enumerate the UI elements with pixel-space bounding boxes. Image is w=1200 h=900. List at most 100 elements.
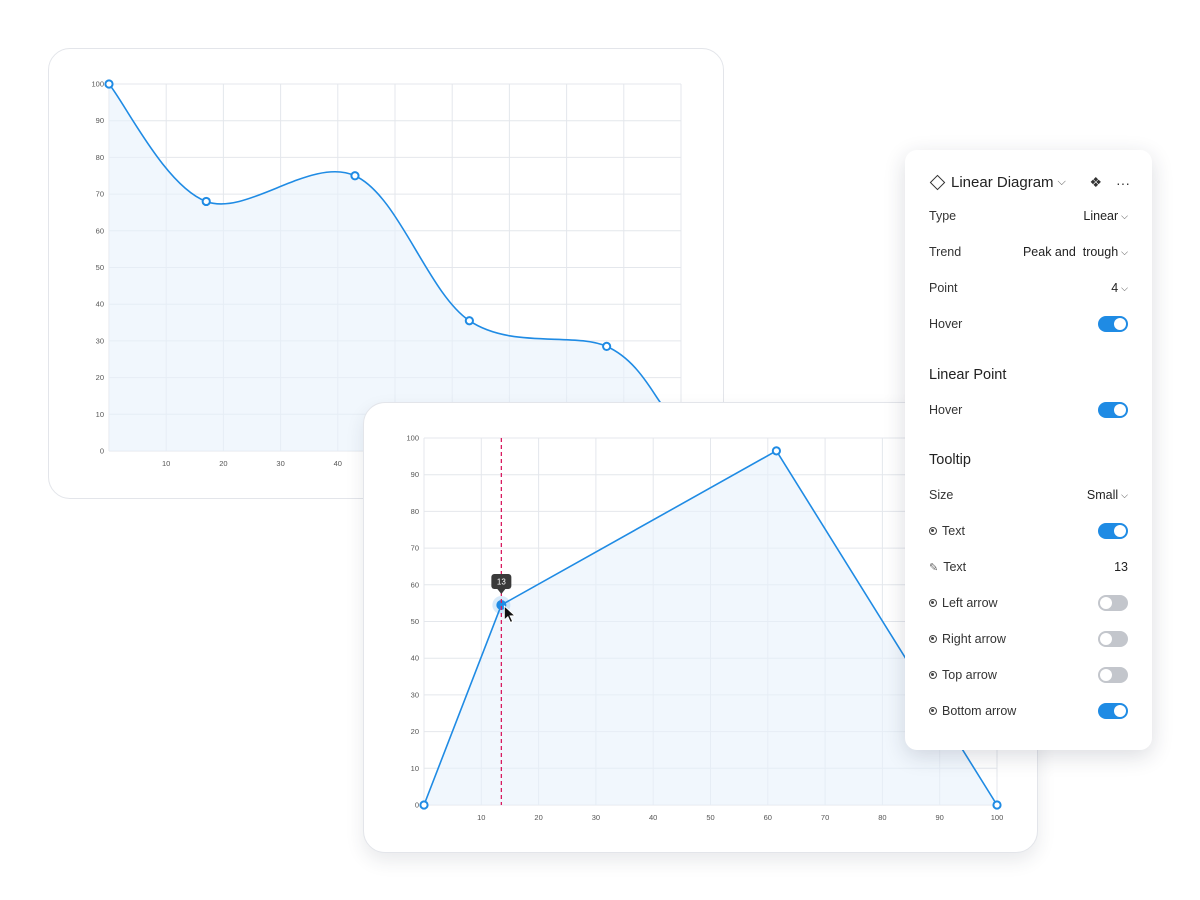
y-tick-label: 60 xyxy=(411,580,419,589)
data-point[interactable] xyxy=(350,171,360,181)
mouse-cursor-icon xyxy=(503,604,516,623)
text-value-input[interactable]: 13 xyxy=(1114,560,1128,574)
data-point[interactable] xyxy=(419,800,429,810)
y-tick-label: 20 xyxy=(96,373,104,382)
tooltip-heading: Tooltip xyxy=(929,452,971,468)
top-arrow-label: Top arrow xyxy=(942,668,997,682)
properties-panel: Linear Diagram ⌵ ❖ ··· Type Linear ⌵ Tren… xyxy=(905,150,1152,750)
data-point[interactable] xyxy=(201,196,211,207)
y-tick-label: 30 xyxy=(96,336,104,345)
y-tick-label: 60 xyxy=(96,226,104,235)
x-tick-label: 30 xyxy=(276,459,284,468)
trend-select[interactable]: Peak and trough ⌵ xyxy=(1023,245,1128,259)
y-tick-label: 100 xyxy=(91,80,104,89)
y-tick-label: 90 xyxy=(411,470,419,479)
tooltip-text: 13 xyxy=(497,577,506,586)
y-tick-label: 50 xyxy=(411,617,419,626)
x-tick-label: 10 xyxy=(162,459,170,468)
bottom-arrow-toggle[interactable] xyxy=(1098,703,1128,719)
area-fill xyxy=(109,84,663,451)
trend-row: Trend Peak and trough ⌵ xyxy=(929,241,1128,263)
x-tick-label: 50 xyxy=(706,813,714,822)
data-point-hovered[interactable] xyxy=(496,599,507,610)
data-point[interactable] xyxy=(104,79,114,89)
y-tick-label: 50 xyxy=(96,263,104,272)
y-tick-label: 10 xyxy=(411,764,419,773)
y-tick-label: 30 xyxy=(411,690,419,699)
diamond-icon xyxy=(929,174,946,191)
radio-icon xyxy=(929,707,937,715)
hover-toggle[interactable] xyxy=(1098,316,1128,332)
point-select[interactable]: 4 ⌵ xyxy=(1111,281,1128,295)
left-arrow-row: Left arrow xyxy=(929,592,1128,614)
radio-icon xyxy=(929,527,937,535)
type-select[interactable]: Linear ⌵ xyxy=(1083,209,1128,223)
radio-icon xyxy=(929,671,937,679)
y-tick-label: 40 xyxy=(96,300,104,309)
data-point[interactable] xyxy=(464,316,474,326)
top-arrow-toggle[interactable] xyxy=(1098,667,1128,683)
right-arrow-toggle[interactable] xyxy=(1098,631,1128,647)
data-point[interactable] xyxy=(992,800,1002,810)
toggle-knob xyxy=(1100,597,1112,609)
radio-icon xyxy=(929,599,937,607)
y-tick-label: 90 xyxy=(96,116,104,125)
top-arrow-row: Top arrow xyxy=(929,664,1128,686)
size-row: Size Small ⌵ xyxy=(929,484,1128,506)
x-tick-label: 80 xyxy=(878,813,886,822)
y-tick-label: 70 xyxy=(96,190,104,199)
text-toggle[interactable] xyxy=(1098,523,1128,539)
hover-row: Hover xyxy=(929,313,1128,335)
chevron-down-icon: ⌵ xyxy=(1121,489,1128,500)
y-tick-label: 70 xyxy=(411,544,419,553)
radio-icon xyxy=(929,635,937,643)
panel-title: Linear Diagram xyxy=(951,174,1054,191)
chevron-down-icon: ⌵ xyxy=(1121,246,1128,257)
left-arrow-toggle[interactable] xyxy=(1098,595,1128,611)
component-icon[interactable]: ❖ xyxy=(1089,174,1102,190)
y-tick-label: 0 xyxy=(415,801,419,810)
y-tick-label: 40 xyxy=(411,654,419,663)
toggle-knob xyxy=(1114,525,1126,537)
data-point[interactable] xyxy=(602,341,612,352)
chevron-down-icon: ⌵ xyxy=(1121,282,1128,293)
size-value: Small xyxy=(1086,488,1119,502)
x-tick-label: 100 xyxy=(991,813,1004,822)
x-tick-label: 60 xyxy=(764,813,772,822)
x-tick-label: 20 xyxy=(219,459,227,468)
bottom-arrow-label: Bottom arrow xyxy=(942,704,1017,718)
x-tick-label: 40 xyxy=(334,459,342,468)
y-tick-label: 80 xyxy=(96,153,104,162)
linear-point-heading: Linear Point xyxy=(929,367,1007,383)
type-row: Type Linear ⌵ xyxy=(929,205,1128,227)
left-arrow-label: Left arrow xyxy=(942,596,998,610)
right-arrow-row: Right arrow xyxy=(929,628,1128,650)
x-tick-label: 70 xyxy=(821,813,829,822)
x-tick-label: 40 xyxy=(649,813,657,822)
tooltip-box xyxy=(491,573,512,589)
toggle-knob xyxy=(1114,705,1126,717)
y-tick-label: 100 xyxy=(406,434,419,443)
point-row: Point 4 ⌵ xyxy=(929,277,1128,299)
toggle-knob xyxy=(1114,404,1126,416)
size-select[interactable]: Small ⌵ xyxy=(1087,488,1128,502)
toggle-knob xyxy=(1100,669,1112,681)
linear-point-hover-label: Hover xyxy=(929,403,963,417)
text-toggle-label: Text xyxy=(942,524,965,538)
linear-point-hover-toggle[interactable] xyxy=(1098,402,1128,418)
more-icon[interactable]: ··· xyxy=(1116,174,1130,191)
panel-title-dropdown[interactable]: Linear Diagram ⌵ xyxy=(929,174,1066,191)
size-label: Size xyxy=(929,488,954,502)
right-arrow-label: Right arrow xyxy=(942,632,1006,646)
x-tick-label: 90 xyxy=(936,813,944,822)
type-label: Type xyxy=(929,209,957,223)
bottom-arrow-row: Bottom arrow xyxy=(929,700,1128,722)
text-value-row: ✎ Text 13 xyxy=(929,556,1128,578)
y-tick-label: 20 xyxy=(411,727,419,736)
chevron-down-icon: ⌵ xyxy=(1057,176,1066,188)
data-point[interactable] xyxy=(771,446,781,456)
tooltip-bottom-arrow xyxy=(497,588,506,594)
type-value: Linear xyxy=(1083,209,1119,223)
y-tick-label: 0 xyxy=(100,447,104,456)
text-value-label: Text xyxy=(943,560,967,574)
